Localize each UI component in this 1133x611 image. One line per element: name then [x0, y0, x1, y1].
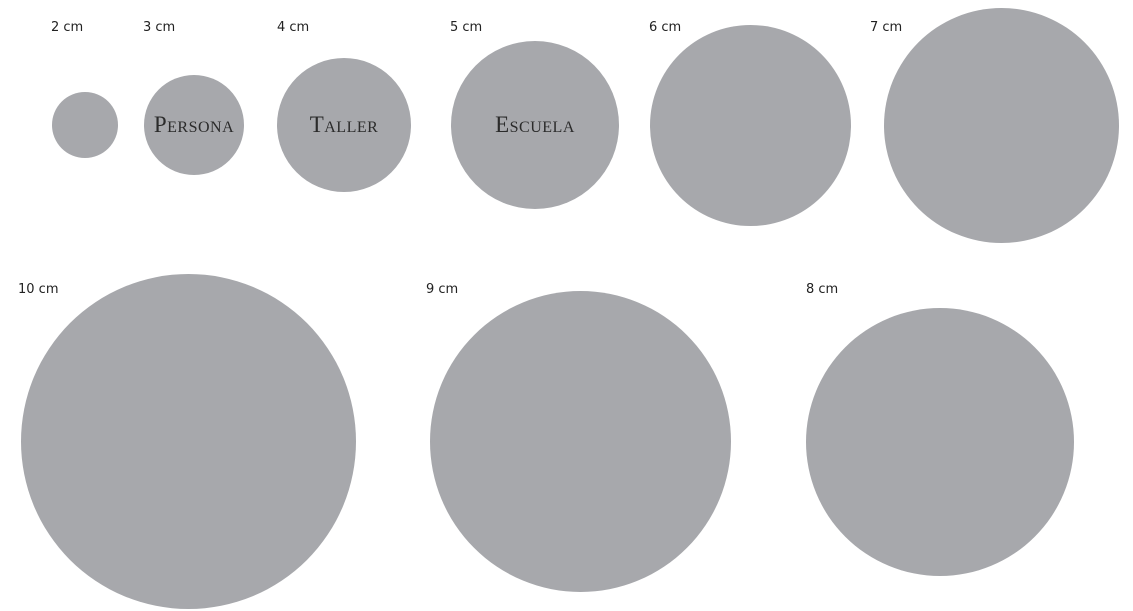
circle-6cm	[650, 25, 851, 226]
size-label-4cm: 4 cm	[277, 20, 310, 35]
circle-2cm	[52, 92, 118, 158]
size-label-9cm: 9 cm	[426, 282, 459, 297]
size-label-6cm: 6 cm	[649, 20, 682, 35]
size-label-5cm: 5 cm	[450, 20, 483, 35]
circle-7cm	[884, 8, 1119, 243]
size-label-8cm: 8 cm	[806, 282, 839, 297]
circle-4cm-label: Taller	[309, 112, 379, 137]
circle-10cm	[21, 274, 356, 609]
circle-5cm: Escuela	[451, 41, 619, 209]
circle-8cm	[806, 308, 1074, 576]
circle-3cm-label: Persona	[153, 112, 235, 137]
size-label-3cm: 3 cm	[143, 20, 176, 35]
circle-3cm: Persona	[144, 75, 244, 175]
circle-4cm: Taller	[277, 58, 411, 192]
circle-9cm	[430, 291, 731, 592]
size-label-10cm: 10 cm	[18, 282, 59, 297]
size-label-7cm: 7 cm	[870, 20, 903, 35]
size-label-2cm: 2 cm	[51, 20, 84, 35]
circle-5cm-label: Escuela	[495, 112, 575, 137]
